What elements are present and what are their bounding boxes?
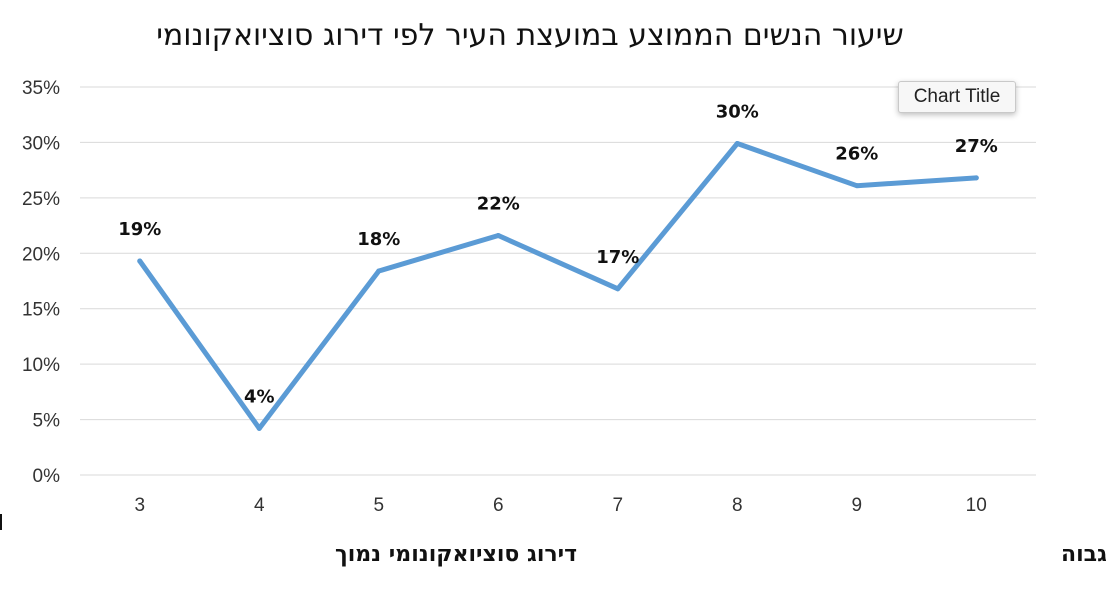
x-tick-label: 5	[373, 495, 384, 516]
x-tick-label: 3	[134, 495, 145, 516]
y-tick-label: 25%	[22, 189, 60, 210]
x-tick-label: 8	[732, 495, 743, 516]
y-tick-label: 15%	[22, 300, 60, 321]
data-label: 19%	[118, 219, 161, 240]
x-tick-label: 10	[966, 495, 987, 516]
data-point	[734, 141, 740, 147]
data-label: 18%	[357, 229, 400, 250]
data-point	[495, 233, 501, 239]
y-tick-label: 0%	[33, 466, 61, 487]
data-label: 17%	[596, 247, 639, 268]
x-tick-label: 4	[254, 495, 265, 516]
x-tick-label: 9	[851, 495, 862, 516]
data-point	[854, 183, 860, 189]
low-ses-note: דירוג סוציואקונומי נמוך	[335, 542, 577, 567]
data-labels: 19% 4% 18% 22% 17% 30% 26% 27%	[118, 102, 998, 408]
y-tick-label: 35%	[22, 78, 60, 99]
y-tick-label: 5%	[33, 411, 61, 432]
data-label: 26%	[835, 144, 878, 165]
y-axis-ticks: 0% 5% 10% 15% 20% 25% 30% 35%	[22, 78, 60, 487]
chart-title-tooltip: Chart Title	[898, 81, 1016, 113]
data-point	[615, 286, 621, 292]
series-line	[137, 141, 979, 431]
data-label: 4%	[244, 386, 275, 407]
high-ses-note: דירוג סוציואקונומי גבוה	[1061, 542, 1106, 567]
series-line-layer	[137, 141, 979, 431]
y-tick-label: 10%	[22, 355, 60, 376]
grid-lines	[80, 86, 1036, 476]
data-point	[256, 425, 262, 431]
x-axis-ticks: 3 4 5 6 7 8 9 10	[134, 495, 986, 516]
data-label: 30%	[716, 102, 759, 123]
text-cursor-mark	[0, 514, 2, 530]
y-tick-label: 20%	[22, 244, 60, 265]
data-point	[376, 268, 382, 274]
data-point	[137, 258, 143, 264]
x-tick-label: 7	[612, 495, 623, 516]
data-label: 22%	[477, 194, 520, 215]
chart-title: שיעור הנשים הממוצע במועצת העיר לפי דירוג…	[156, 18, 904, 53]
x-tick-label: 6	[493, 495, 504, 516]
data-point	[973, 175, 979, 181]
data-label: 27%	[955, 136, 998, 157]
y-tick-label: 30%	[22, 133, 60, 154]
